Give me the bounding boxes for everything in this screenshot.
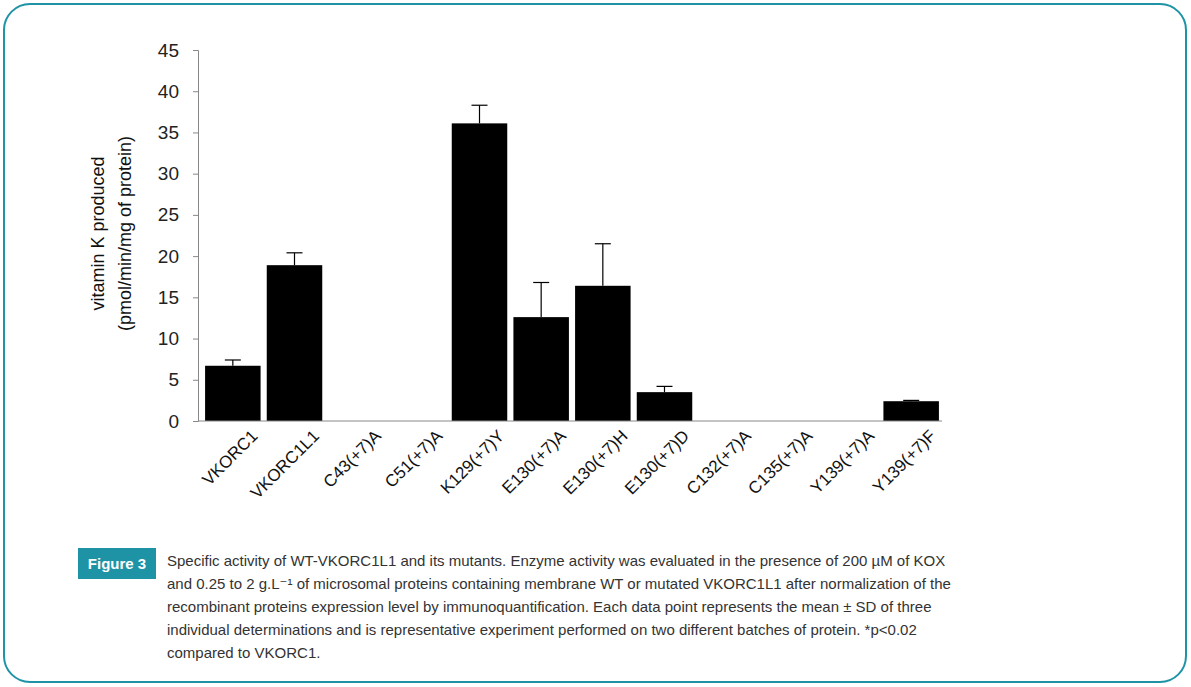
- x-tick-label: E130(+7)H: [560, 426, 632, 498]
- x-tick: C43(+7)A: [320, 421, 386, 492]
- figure: 0 5 10 15 20 25 30 35 40 45 VKORC1VKORC1L1C43(+7)A…: [0, 0, 1191, 687]
- y-tick: 10: [158, 328, 198, 349]
- error-bar-cap: [472, 105, 488, 106]
- y-tick-mark: [193, 339, 198, 340]
- y-tick-mark: [193, 174, 198, 175]
- figure-label-box: [78, 548, 156, 579]
- error-bar: [657, 386, 673, 392]
- y-tick-label: 0: [168, 411, 179, 432]
- y-axis-title: vitamin K produced: [88, 156, 108, 310]
- y-tick: 30: [158, 163, 198, 184]
- y-tick-label: 40: [158, 81, 179, 102]
- y-tick-label: 30: [158, 163, 179, 184]
- caption-line: and 0.25 to 2 g.L⁻¹ of microsomal protei…: [167, 575, 951, 592]
- y-tick: 35: [158, 122, 198, 143]
- bars: [205, 105, 939, 421]
- error-bar-stem: [664, 386, 665, 392]
- y-tick: 20: [158, 246, 198, 267]
- caption-line: compared to VKORC1.: [167, 644, 320, 661]
- bar: [513, 317, 569, 421]
- error-bar: [533, 282, 549, 317]
- x-tick-label: C43(+7)A: [320, 426, 386, 492]
- error-bar-cap: [225, 359, 241, 360]
- x-tick: VKORC1: [199, 421, 262, 489]
- bar: [452, 123, 508, 421]
- y-tick: 0: [168, 411, 198, 432]
- error-bar-stem: [479, 105, 480, 123]
- y-tick-label: 35: [158, 122, 179, 143]
- y-tick-label: 25: [158, 204, 179, 225]
- x-tick-label: E130(+7)A: [499, 426, 571, 498]
- y-axis: 0 5 10 15 20 25 30 35 40 45: [158, 40, 199, 432]
- error-bar: [903, 400, 919, 402]
- x-axis: VKORC1VKORC1L1C43(+7)AC51(+7)AK129(+7)YE…: [198, 421, 942, 503]
- y-tick-mark: [193, 50, 198, 51]
- y-tick-label: 5: [168, 369, 179, 390]
- error-bar-stem: [294, 253, 295, 265]
- error-bar-stem: [541, 282, 542, 317]
- error-bar-cap: [533, 282, 549, 283]
- x-tick: C135(+7)A: [745, 421, 817, 498]
- figure-label: Figure 3: [88, 555, 146, 572]
- bar: [637, 392, 693, 421]
- error-bar: [595, 244, 611, 286]
- y-tick-mark: [193, 297, 198, 298]
- y-tick: 25: [158, 204, 198, 225]
- y-tick-label: 10: [158, 328, 179, 349]
- error-bar-cap: [657, 386, 673, 387]
- bar: [883, 401, 939, 421]
- y-tick: 45: [158, 40, 198, 61]
- x-tick-label: Y139(+7)A: [807, 426, 879, 498]
- y-tick-mark: [193, 91, 198, 92]
- y-tick-mark: [193, 256, 198, 257]
- x-tick: Y139(+7)A: [807, 421, 879, 498]
- error-bar: [225, 360, 241, 366]
- x-axis-line: [198, 421, 942, 422]
- y-tick: 15: [158, 287, 198, 308]
- error-bar-cap: [595, 243, 611, 244]
- y-tick-label: 15: [158, 287, 179, 308]
- bar: [205, 366, 260, 421]
- x-tick-label: C135(+7)A: [745, 426, 817, 498]
- y-axis-title: (pmol/min/mg of protein): [115, 136, 135, 331]
- x-tick-label: VKORC1L1: [247, 426, 323, 502]
- caption-line: recombinant proteins expression level by…: [167, 598, 932, 615]
- y-tick-mark: [193, 380, 198, 381]
- y-axis-line: [193, 51, 199, 422]
- bar: [575, 286, 631, 421]
- y-tick-mark: [193, 215, 198, 216]
- x-tick: E130(+7)D: [621, 421, 693, 498]
- x-tick-label: Y139(+7)F: [869, 426, 940, 497]
- x-tick: C132(+7)A: [683, 421, 755, 498]
- y-tick-mark: [193, 132, 198, 133]
- y-tick-label: 20: [158, 246, 179, 267]
- y-tick-mark: [193, 421, 198, 422]
- caption-line: Specific activity of WT-VKORC1L1 and its…: [167, 552, 945, 569]
- bar: [267, 265, 323, 421]
- error-bar-cap: [287, 252, 303, 253]
- error-bar-stem: [232, 360, 233, 366]
- caption-line: individual determinations and is represe…: [167, 621, 917, 638]
- figure-frame: [4, 4, 1186, 682]
- x-tick: Y139(+7)F: [869, 421, 940, 497]
- error-bar-cap: [903, 400, 919, 401]
- x-tick: VKORC1L1: [247, 421, 323, 503]
- error-bar-stem: [602, 244, 603, 286]
- x-tick: C51(+7)A: [381, 421, 447, 492]
- x-tick-label: C51(+7)A: [381, 426, 447, 492]
- y-tick-label: 45: [158, 40, 179, 61]
- x-tick-label: VKORC1: [199, 426, 262, 489]
- y-tick: 5: [168, 369, 198, 390]
- x-tick-label: C132(+7)A: [683, 426, 755, 498]
- y-tick: 40: [158, 81, 198, 102]
- x-tick: E130(+7)H: [560, 421, 632, 498]
- error-bar: [287, 253, 303, 265]
- x-tick: K129(+7)Y: [437, 421, 508, 498]
- x-tick-label: E130(+7)D: [621, 426, 693, 498]
- x-tick-label: K129(+7)Y: [437, 426, 508, 497]
- error-bar: [472, 105, 488, 123]
